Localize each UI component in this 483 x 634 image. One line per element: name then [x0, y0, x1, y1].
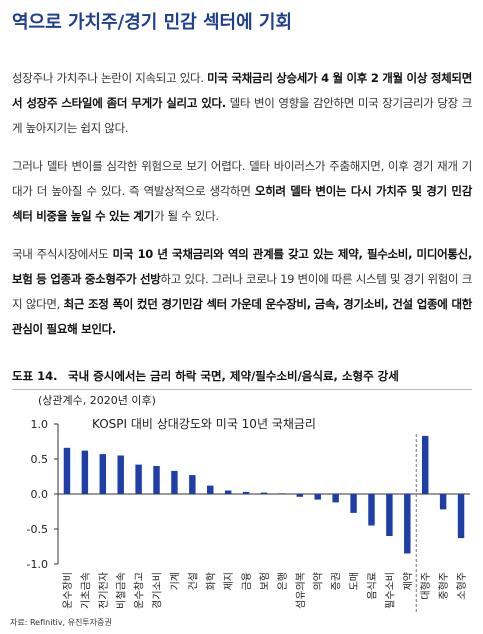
x-tick-label: 기초금속	[80, 572, 92, 609]
bar	[350, 494, 357, 513]
bar	[207, 485, 214, 494]
x-tick-label: 제지	[223, 572, 235, 590]
x-tick-label: 대형주	[420, 572, 432, 600]
x-tick-label: 필수소비	[384, 572, 396, 609]
y-tick-label: 0.0	[31, 488, 49, 501]
x-tick-label: 음식료	[366, 572, 378, 600]
text: 하고 있다. 그러나 코로나 19 변이에 따른 시스템 및 경기 위험이 크지…	[12, 272, 472, 311]
figure-title: 국내 증시에서는 금리 하락 국면, 제약/필수소비/음식료, 소형주 강세	[68, 369, 399, 383]
x-tick-label: 제약	[402, 572, 414, 590]
bar	[278, 493, 286, 494]
bar	[117, 455, 124, 494]
x-tick-label: 보험	[259, 572, 271, 590]
bar	[386, 494, 393, 536]
y-tick-label: 0.5	[31, 453, 49, 466]
bar	[368, 494, 375, 526]
bar	[153, 466, 160, 494]
text: 가 될 수 있다.	[153, 209, 219, 223]
x-tick-label: 소형주	[456, 572, 468, 600]
x-tick-label: 건설	[187, 572, 199, 590]
x-tick-label: 도매	[349, 572, 361, 590]
text: 국내 주식시장에서도	[12, 247, 113, 261]
bar	[81, 450, 89, 494]
x-tick-label: 금융	[241, 572, 253, 590]
bold-text: 오히려 델타 변이는 다시 가치주 및 경기 민감 섹터 비중을 높일 수 있는…	[12, 184, 472, 223]
chart-title: KOSPI 대비 상대강도와 미국 10년 국채금리	[92, 417, 316, 431]
bar	[171, 470, 178, 494]
y-axis-label: (상관계수, 2020년 이후)	[38, 394, 156, 407]
source: 자료: Refinitiv, 유진투자증권	[10, 618, 112, 627]
bar	[135, 464, 142, 494]
x-tick-label: 운수장비	[62, 572, 74, 609]
bar	[314, 494, 321, 500]
bold-text: 최근 조정 폭이 컸던 경기민감 섹터 가운데 운수장비, 금속, 경기소비, …	[12, 297, 473, 336]
x-tick-label: 운수창고	[134, 572, 146, 609]
x-tick-label: 전기전자	[98, 572, 110, 609]
x-tick-label: 중형주	[438, 572, 450, 600]
bar	[439, 494, 447, 510]
figure-label: 도표 14.	[12, 369, 58, 383]
x-tick-label: 화학	[205, 572, 217, 590]
y-tick-label: 1.0	[31, 418, 49, 431]
x-tick-label: 기계	[169, 572, 181, 590]
bar	[260, 492, 268, 494]
chart: (상관계수, 2020년 이후) KOSPI 대비 상대강도와 미국 10년 국…	[27, 394, 470, 614]
y-tick-label: -1.0	[27, 558, 48, 571]
y-tick-label: -0.5	[27, 523, 48, 536]
bar	[421, 435, 429, 494]
paragraph: 국내 주식시장에서도 미국 10 년 국채금리와 역의 관계를 갖고 있는 제약…	[12, 242, 472, 342]
paragraph: 그러나 델타 변이를 심각한 위험으로 보기 어렵다. 델타 바이러스가 주춤해…	[12, 154, 472, 229]
bar	[189, 475, 196, 494]
bar	[404, 494, 411, 554]
bar	[224, 490, 232, 494]
text: 성장주나 가치주나 논란이 지속되고 있다.	[12, 71, 208, 85]
x-tick-label: 증권	[331, 572, 343, 590]
bar	[457, 494, 465, 539]
bar	[332, 494, 339, 503]
body-text: 성장주나 가치주나 논란이 지속되고 있다. 미국 국채금리 상승세가 4 월 …	[12, 66, 472, 355]
bold-text: 미국 10 년 국채금리와 역의 관계를 갖고 있는 제약, 필수소비, 미디어…	[12, 247, 473, 286]
bar	[242, 491, 250, 494]
x-tick-label: 섬유의복	[295, 572, 307, 609]
bold-text: 미국 국채금리 상승세가 4 월 이후 2 개월 이상 정체되면서 성장주 스타…	[12, 71, 472, 110]
bar	[296, 494, 304, 497]
bar	[63, 447, 71, 494]
figure-header: 도표 14. 국내 증시에서는 금리 하락 국면, 제약/필수소비/음식료, 소형…	[12, 368, 472, 390]
text: 그러나 델타 변이를 심각한 위험으로 보기 어렵다. 델타 바이러스가 주춤해…	[12, 159, 472, 198]
text: 델타 변이 영향을 감안하면 미국 장기금리가 당장 크게 높아지기는 쉽지 않…	[12, 96, 472, 135]
x-tick-label: 경기소비	[151, 572, 164, 609]
paragraph: 성장주나 가치주나 논란이 지속되고 있다. 미국 국채금리 상승세가 4 월 …	[12, 66, 472, 141]
x-tick-label: 은행	[277, 572, 289, 590]
title: 역으로 가치주/경기 민감 섹터에 기회	[12, 12, 293, 33]
x-tick-label: 의약	[313, 572, 325, 590]
x-tick-label: 비철금속	[116, 572, 128, 609]
bar	[99, 454, 107, 494]
